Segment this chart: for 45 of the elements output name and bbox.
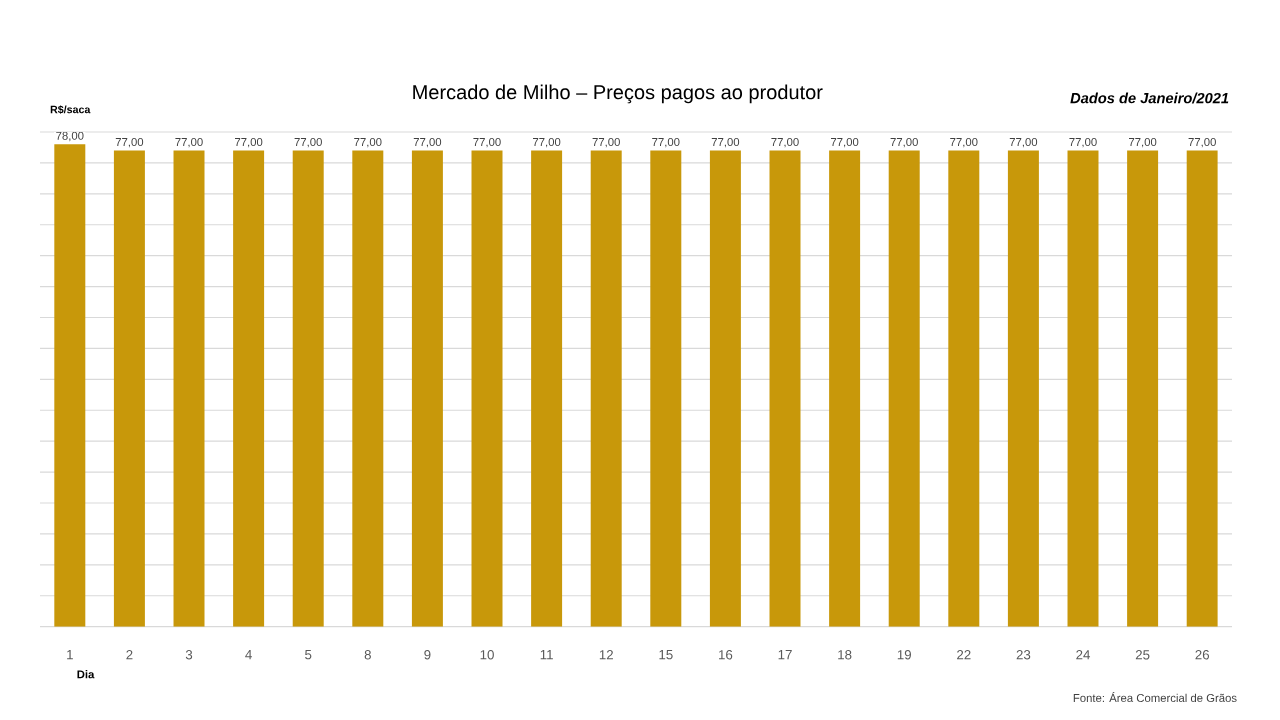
x-tick-label: 16 [719,650,733,660]
source-note: Fonte: Área Comercial de Grãos [1073,692,1237,703]
data-label: 77,00 [890,137,918,148]
data-label: 77,00 [1069,137,1097,148]
data-label: 77,00 [354,137,382,148]
chart-title: Mercado de Milho – Preços pagos ao produtor [413,84,823,104]
x-tick-label: 11 [540,650,553,660]
x-tick-label: 24 [1076,650,1091,660]
data-label: 77,00 [473,137,501,148]
data-label: 77,00 [1009,137,1038,148]
x-tick-label: 26 [1195,650,1210,660]
data-label: 77,00 [115,137,144,148]
data-label: 77,00 [950,137,978,148]
data-label: 77,00 [652,137,680,148]
x-tick-label: 8 [364,650,371,660]
x-tick-label: 10 [480,650,494,660]
data-label: 77,00 [294,137,322,148]
data-label: 77,00 [592,137,620,148]
data-label: 77,00 [831,137,859,148]
x-tick-label: 4 [245,650,252,660]
data-label: 77,00 [1188,137,1216,148]
x-tick-label: 2 [126,650,133,660]
data-label: 77,00 [413,137,442,148]
x-tick-label: 5 [305,650,312,660]
x-tick-label: 1 [67,650,73,660]
data-label: 77,00 [533,137,561,148]
data-label: 77,00 [235,137,263,148]
x-tick-label: 22 [957,650,971,660]
x-tick-label: 3 [185,650,193,660]
data-label: 77,00 [711,137,740,148]
x-tick-label: 25 [1135,650,1150,660]
x-tick-label: 9 [424,650,431,660]
data-label: 77,00 [771,137,799,148]
x-tick-label: 15 [659,650,673,660]
data-label: 77,00 [175,137,203,148]
data-label: 78,00 [56,131,84,142]
x-tick-label: 18 [838,650,852,660]
x-axis-title: Dia [77,670,95,679]
data-label: 77,00 [1129,137,1157,148]
x-tick-label: 19 [897,650,911,660]
y-axis-title: R$/saca [50,105,91,114]
x-tick-label: 23 [1016,650,1031,660]
x-tick-label: 17 [778,650,792,660]
x-tick-label: 12 [599,650,613,660]
chart-subtitle: Dados de Janeiro/2021 [1070,92,1229,104]
